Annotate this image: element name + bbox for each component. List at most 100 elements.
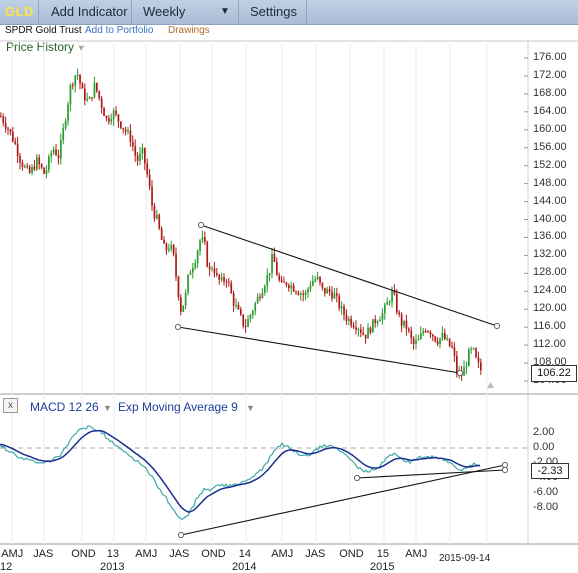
price-candle bbox=[218, 274, 221, 280]
drawings-link[interactable]: Drawings bbox=[168, 25, 210, 36]
close-icon[interactable]: x bbox=[3, 398, 18, 413]
security-name: SPDR Gold Trust bbox=[5, 25, 82, 36]
price-candle bbox=[427, 331, 429, 333]
price-candle bbox=[208, 266, 211, 270]
chevron-down-icon[interactable]: ▼ bbox=[246, 403, 255, 413]
price-history-menu[interactable]: Price History ▼ bbox=[6, 40, 86, 54]
price-candle bbox=[76, 74, 79, 76]
add-to-portfolio-link[interactable]: Add to Portfolio bbox=[85, 25, 154, 36]
price-candle bbox=[165, 243, 168, 251]
price-candle bbox=[168, 249, 170, 251]
price-tick-label: 136.00 bbox=[533, 230, 567, 243]
price-candle bbox=[480, 362, 482, 371]
month-label: OND bbox=[71, 548, 96, 560]
month-label: JAS bbox=[305, 548, 326, 560]
price-candle bbox=[276, 261, 278, 276]
price-candle bbox=[74, 75, 77, 86]
price-candle bbox=[45, 170, 48, 174]
price-candle bbox=[408, 328, 410, 331]
month-label: 14 bbox=[238, 548, 252, 560]
price-candle bbox=[278, 275, 281, 281]
price-candle bbox=[336, 293, 338, 296]
price-candle bbox=[264, 286, 266, 293]
trendline bbox=[200, 224, 498, 327]
macd-tick-label: 0.00 bbox=[533, 441, 555, 453]
price-candle bbox=[261, 292, 264, 299]
price-candle bbox=[124, 129, 127, 132]
month-label: JAS bbox=[169, 548, 190, 560]
month-label: AMJ bbox=[271, 548, 294, 560]
price-tick-label: 164.00 bbox=[533, 104, 567, 117]
price-tick-label: 112.00 bbox=[533, 338, 566, 351]
macd-indicator-label[interactable]: MACD 12 26 bbox=[30, 400, 99, 414]
price-candle bbox=[117, 114, 120, 122]
settings-button[interactable]: Settings bbox=[250, 4, 297, 19]
price-history-label: Price History bbox=[6, 40, 75, 54]
toolbar-divider bbox=[131, 0, 132, 24]
price-candle bbox=[175, 253, 177, 277]
chevron-down-icon[interactable]: ▼ bbox=[220, 6, 230, 17]
price-candle bbox=[69, 84, 72, 105]
price-candle bbox=[223, 277, 225, 282]
price-tick-label: 132.00 bbox=[533, 248, 567, 261]
price-candle bbox=[280, 280, 283, 282]
price-tick-label: 176.00 bbox=[533, 51, 567, 63]
signal-line-label[interactable]: Exp Moving Average 9 bbox=[118, 400, 238, 414]
price-candle bbox=[324, 287, 326, 294]
price-candle bbox=[189, 272, 192, 275]
trendline-handle bbox=[501, 461, 509, 469]
price-tick-label: 168.00 bbox=[533, 86, 567, 99]
add-indicator-button[interactable]: Add Indicator bbox=[51, 4, 128, 19]
month-label: AMJ bbox=[1, 548, 24, 560]
price-candle bbox=[122, 127, 125, 130]
price-candle bbox=[204, 237, 206, 243]
price-candle bbox=[410, 330, 413, 339]
year-label: 2015 bbox=[370, 561, 395, 573]
price-candle bbox=[357, 329, 360, 331]
price-candle bbox=[259, 296, 261, 299]
price-candle bbox=[148, 174, 151, 187]
price-candle bbox=[367, 327, 369, 339]
price-tick-label: 140.00 bbox=[533, 212, 567, 225]
price-candle bbox=[348, 318, 350, 321]
price-candle bbox=[338, 295, 341, 309]
macd-tick-label: -8.00 bbox=[533, 501, 559, 513]
price-candle bbox=[415, 340, 417, 344]
trendline bbox=[177, 326, 461, 374]
price-candle bbox=[115, 110, 117, 115]
price-candle bbox=[252, 311, 254, 315]
price-candle bbox=[144, 147, 146, 164]
year-label: 2013 bbox=[100, 561, 125, 573]
trendline bbox=[180, 464, 506, 536]
price-candle bbox=[249, 314, 252, 319]
price-candle bbox=[199, 240, 201, 251]
ticker-logo: GLD bbox=[5, 4, 34, 19]
trendline-handle bbox=[177, 531, 185, 539]
price-candle bbox=[465, 366, 468, 368]
price-candle bbox=[405, 320, 408, 329]
info-bar: SPDR Gold Trust Add to Portfolio Drawing… bbox=[0, 24, 578, 39]
price-candle bbox=[285, 282, 288, 286]
price-candle bbox=[163, 239, 165, 244]
price-candle bbox=[50, 153, 53, 157]
month-label: OND bbox=[201, 548, 226, 560]
price-candle bbox=[141, 147, 144, 154]
price-candle bbox=[343, 306, 345, 315]
price-candle bbox=[448, 338, 451, 347]
price-candle bbox=[7, 128, 9, 130]
price-candle bbox=[136, 155, 139, 161]
chevron-down-icon[interactable]: ▼ bbox=[103, 403, 112, 413]
price-candle bbox=[62, 127, 65, 141]
price-candle bbox=[36, 157, 38, 170]
price-candle bbox=[103, 107, 105, 117]
month-label: AMJ bbox=[135, 548, 158, 560]
price-candle bbox=[146, 163, 149, 175]
price-candle bbox=[38, 157, 41, 165]
toolbar-divider bbox=[238, 0, 239, 24]
month-label: 15 bbox=[376, 548, 390, 560]
interval-dropdown[interactable]: Weekly bbox=[143, 4, 186, 19]
price-candle bbox=[393, 290, 396, 294]
price-candle bbox=[297, 292, 300, 295]
price-candle bbox=[319, 276, 321, 283]
